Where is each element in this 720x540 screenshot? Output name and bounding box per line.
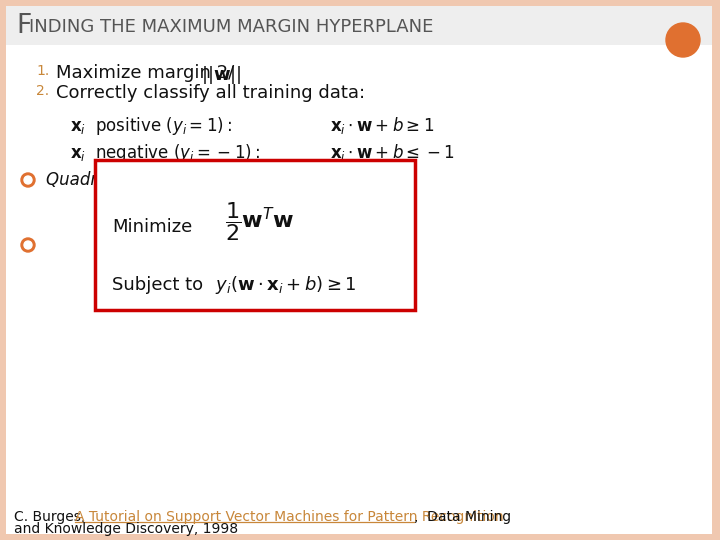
Text: Subject to: Subject to (112, 276, 203, 294)
Circle shape (21, 238, 35, 252)
Text: 2.: 2. (36, 84, 49, 98)
Text: Correctly classify all training data:: Correctly classify all training data: (56, 84, 365, 102)
Text: $\mathbf{x}_i \cdot \mathbf{w}+b \leq -1$: $\mathbf{x}_i \cdot \mathbf{w}+b \leq -1… (330, 142, 454, 163)
Text: Minimize: Minimize (112, 218, 192, 236)
Circle shape (24, 176, 32, 184)
Text: 1.: 1. (36, 64, 49, 78)
Text: INDING THE MAXIMUM MARGIN HYPERPLANE: INDING THE MAXIMUM MARGIN HYPERPLANE (29, 18, 433, 36)
Text: F: F (16, 13, 31, 39)
Text: $\mathbf{x}_i$  positive $(y_i=1):$: $\mathbf{x}_i$ positive $(y_i=1):$ (70, 115, 233, 137)
Text: A Tutorial on Support Vector Machines for Pattern Recognition: A Tutorial on Support Vector Machines fo… (75, 510, 504, 524)
Text: $||\mathbf{w}||$: $||\mathbf{w}||$ (201, 64, 242, 86)
Circle shape (666, 23, 700, 57)
Bar (95, 160, 415, 310)
Text: ,  Data Mining: , Data Mining (413, 510, 510, 524)
Text: $\dfrac{1}{2}\mathbf{w}^T\mathbf{w}$: $\dfrac{1}{2}\mathbf{w}^T\mathbf{w}$ (225, 200, 294, 244)
Text: C. Burges,: C. Burges, (14, 510, 89, 524)
Text: Maximize margin 2/: Maximize margin 2/ (56, 64, 234, 82)
Text: $\mathbf{x}_i \cdot \mathbf{w}+b \geq 1$: $\mathbf{x}_i \cdot \mathbf{w}+b \geq 1$ (330, 115, 434, 136)
Circle shape (21, 173, 35, 187)
Text: Quadratic optimization problem:: Quadratic optimization problem: (46, 171, 316, 189)
Text: $y_i(\mathbf{w} \cdot \mathbf{x}_i+b) \geq 1$: $y_i(\mathbf{w} \cdot \mathbf{x}_i+b) \g… (215, 274, 356, 296)
Bar (6, 6, 712, 45)
Circle shape (24, 241, 32, 249)
Text: and Knowledge Discovery, 1998: and Knowledge Discovery, 1998 (14, 522, 238, 536)
Text: $\mathbf{x}_i$  negative $(y_i=-1):$: $\mathbf{x}_i$ negative $(y_i=-1):$ (70, 142, 260, 164)
